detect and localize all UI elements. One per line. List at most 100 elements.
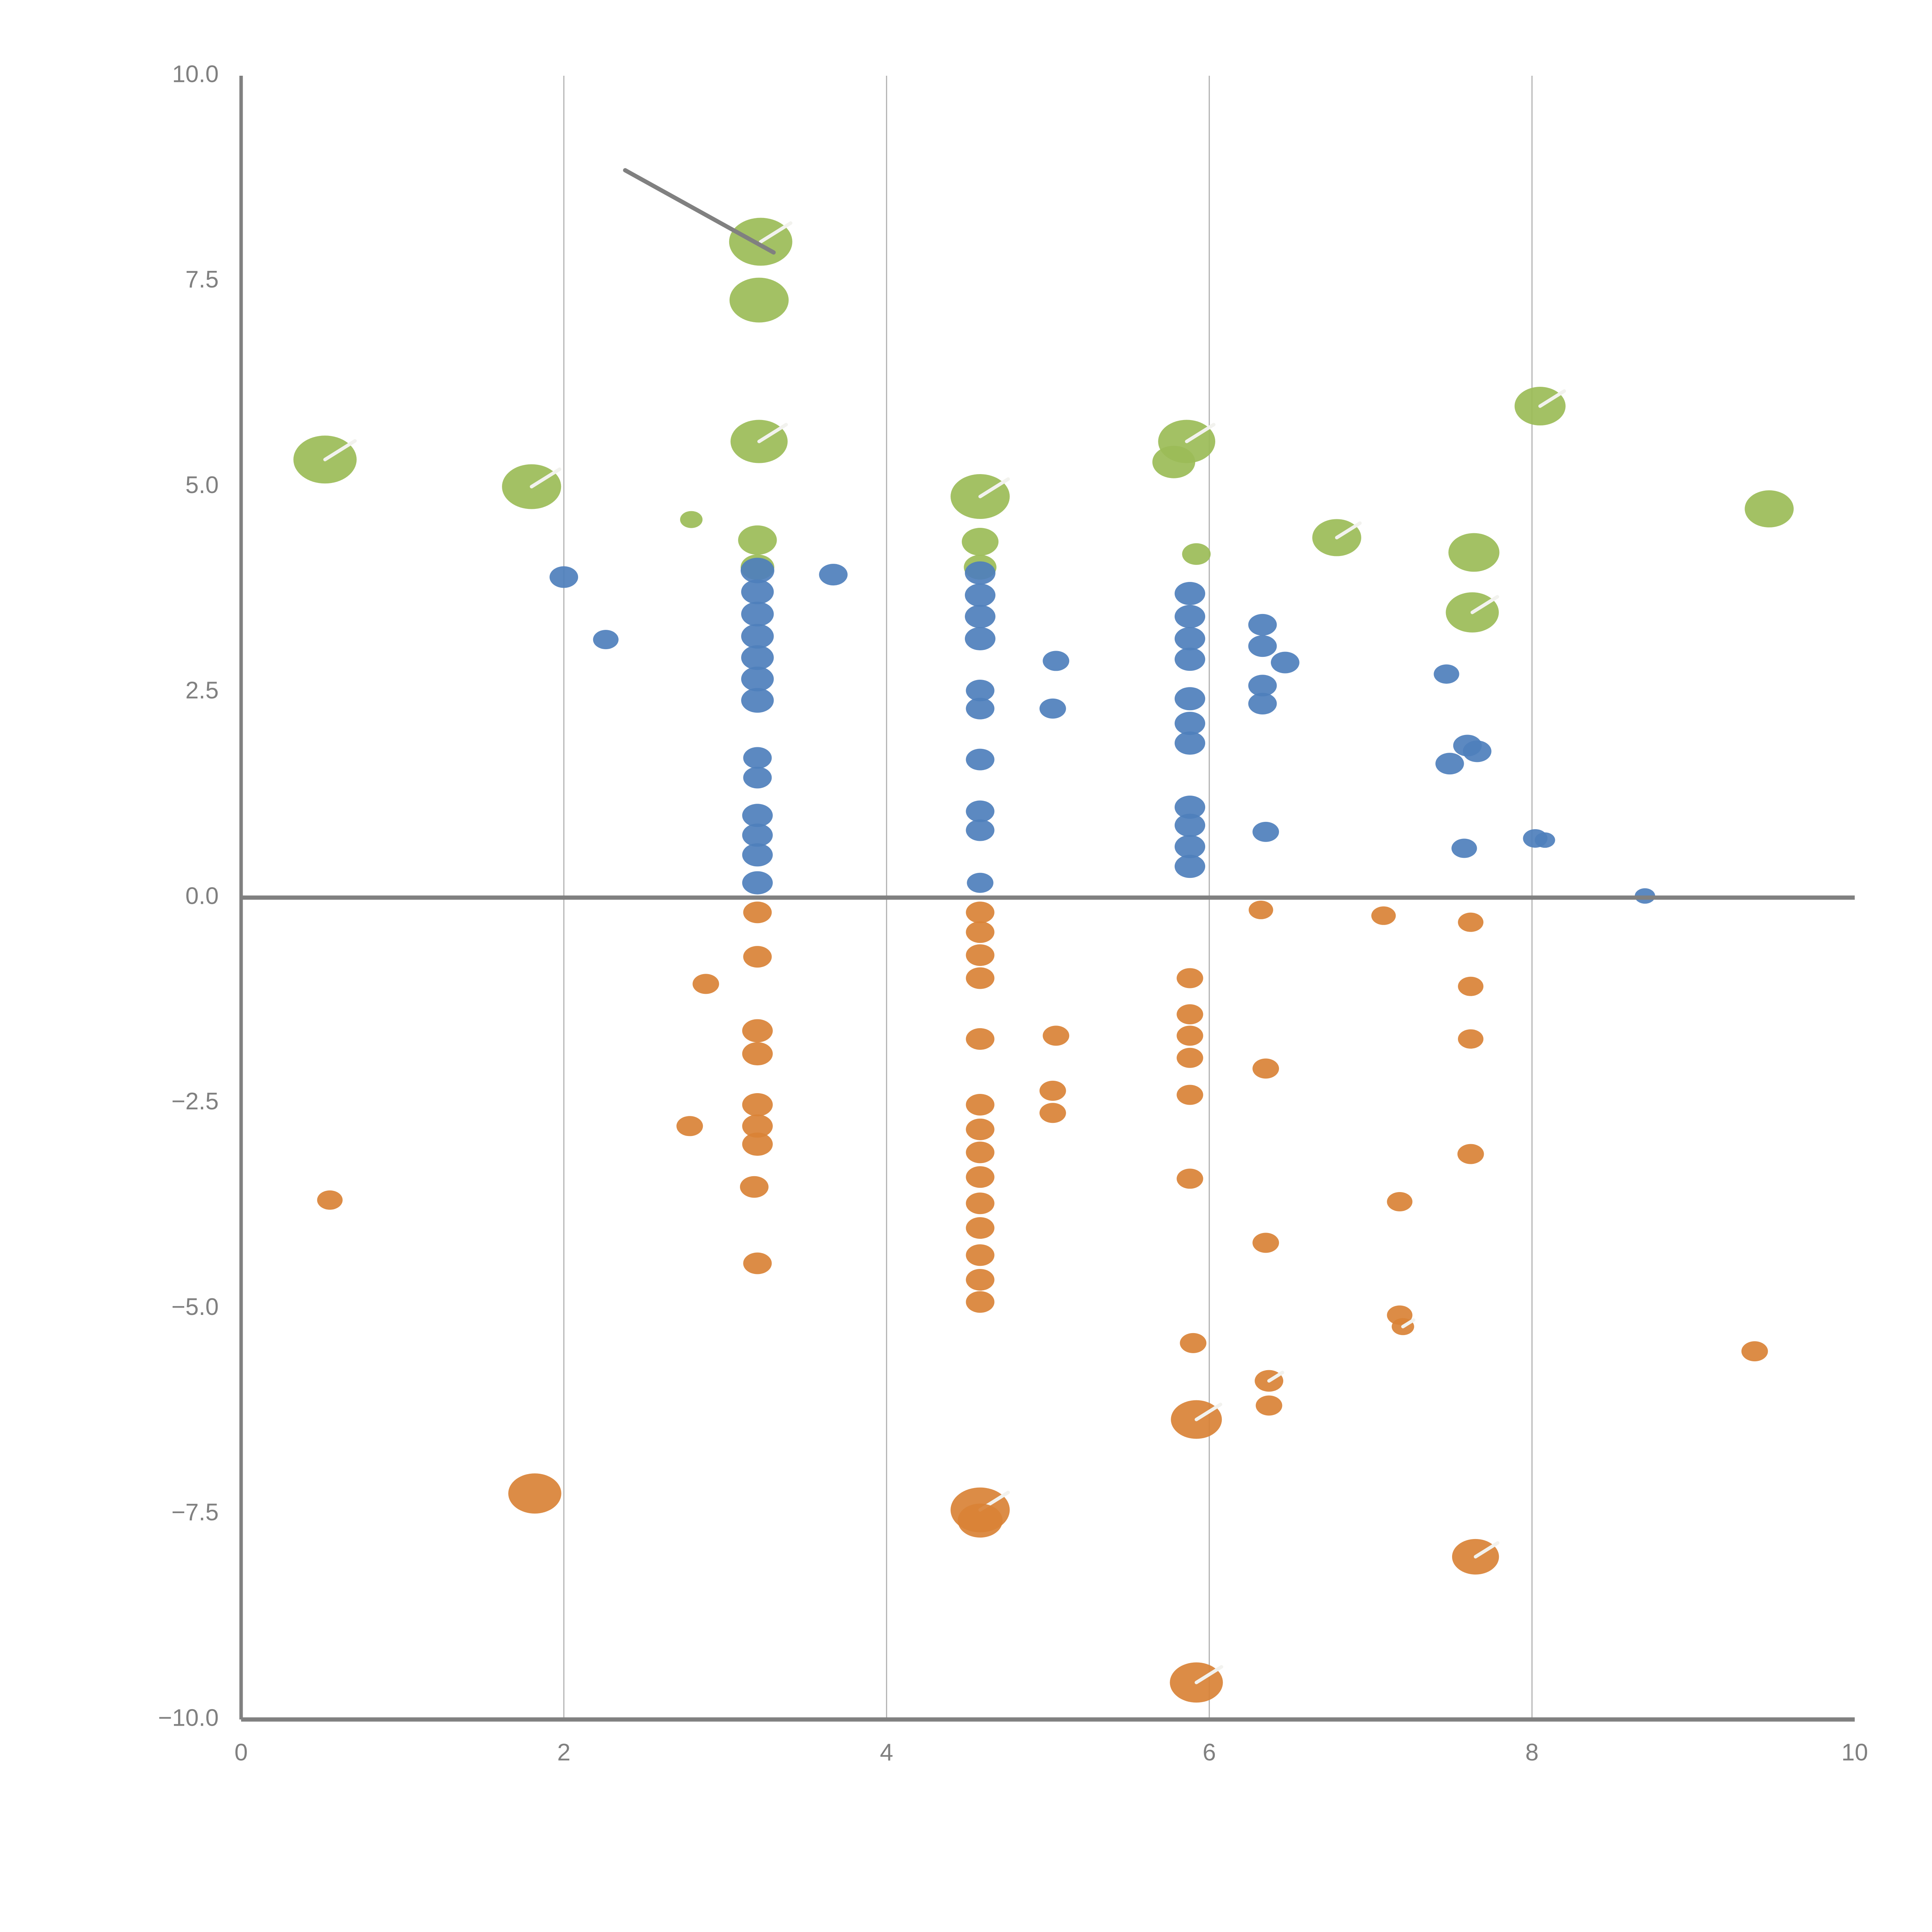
bubble-marker: [680, 511, 703, 528]
bubble-marker: [1177, 968, 1203, 988]
data-point-orange: [966, 1118, 995, 1140]
bubble-leader-line: [1470, 595, 1499, 614]
data-point-green: [738, 525, 777, 555]
data-point-blue: [740, 558, 774, 583]
data-point-blue: [742, 804, 773, 827]
bubble-marker: [738, 525, 777, 555]
data-point-orange: [966, 1192, 995, 1214]
bubble-marker: [1174, 687, 1206, 711]
data-point-orange: [1177, 1004, 1203, 1025]
bubble-marker: [965, 627, 996, 650]
x-axis-tick-label: 4: [880, 1739, 893, 1766]
y-axis-tick-label: −7.5: [172, 1499, 219, 1526]
bubble-marker: [743, 901, 772, 923]
bubble-marker: [1448, 533, 1500, 572]
bubble-marker: [729, 277, 789, 323]
data-point-green: [1446, 592, 1499, 633]
bubble-marker: [966, 679, 995, 701]
data-point-blue: [741, 624, 774, 649]
data-point-orange: [966, 1217, 995, 1239]
data-point-orange: [317, 1190, 343, 1210]
bubble-marker: [1174, 731, 1206, 755]
data-point-orange: [742, 1114, 773, 1138]
x-axis-tick-label: 6: [1202, 1739, 1216, 1766]
bubble-marker: [966, 1217, 995, 1239]
bubble-marker: [966, 921, 995, 943]
x-axis-tick-label: 8: [1526, 1739, 1539, 1766]
data-point-blue: [965, 627, 996, 650]
data-point-orange: [1170, 1662, 1223, 1703]
data-point-blue: [1248, 635, 1277, 657]
data-point-orange: [966, 1269, 995, 1291]
bubble-marker: [742, 871, 773, 895]
bubble-marker: [742, 804, 773, 827]
bubble-marker: [743, 1252, 772, 1274]
data-point-orange: [1177, 1168, 1203, 1189]
bubble-leader-line: [759, 221, 793, 244]
bubble-marker: [819, 564, 848, 586]
data-point-blue: [593, 630, 619, 650]
bubble-marker: [966, 1028, 995, 1050]
data-point-blue: [1252, 821, 1279, 842]
data-point-blue: [743, 767, 772, 789]
data-point-orange: [1741, 1341, 1768, 1362]
data-point-orange: [966, 901, 995, 923]
bubble-marker: [741, 602, 774, 627]
data-point-blue: [965, 583, 996, 607]
data-point-green: [502, 464, 561, 509]
bubble-marker: [1387, 1192, 1413, 1211]
data-point-orange: [1177, 968, 1203, 988]
bubble-marker: [1458, 976, 1484, 996]
bubble-marker: [1458, 912, 1484, 932]
data-point-orange: [966, 1291, 995, 1313]
data-point-green: [1182, 543, 1211, 565]
data-point-orange: [966, 1244, 995, 1266]
bubble-marker: [676, 1116, 703, 1136]
bubble-leader-line: [1194, 1665, 1223, 1684]
bubble-marker: [1371, 906, 1396, 925]
data-point-orange: [1180, 1333, 1207, 1353]
data-point-blue: [743, 747, 772, 769]
data-point-orange: [966, 1094, 995, 1116]
data-point-blue: [1039, 698, 1066, 719]
bubble-marker: [1451, 838, 1477, 858]
bubble-marker: [1741, 1341, 1768, 1362]
data-point-orange: [1255, 1395, 1282, 1416]
data-point-orange: [742, 1019, 773, 1043]
data-point-orange: [740, 1176, 769, 1198]
bubble-marker: [1457, 1144, 1484, 1164]
data-point-orange: [743, 901, 772, 923]
data-point-blue: [1534, 832, 1555, 848]
bubble-marker: [1177, 1026, 1203, 1046]
bubble-marker: [1255, 1395, 1282, 1416]
x-axis-tick-label: 0: [235, 1739, 248, 1766]
data-point-orange: [957, 1503, 1003, 1538]
bubble-marker: [966, 1118, 995, 1140]
data-point-green: [962, 528, 999, 556]
data-point-green: [951, 474, 1010, 519]
bubble-marker: [966, 1192, 995, 1214]
annotation-layer: [623, 168, 776, 255]
y-axis-tick-label: 2.5: [185, 677, 219, 704]
bubble-leader-line: [1474, 1541, 1500, 1559]
data-point-orange: [966, 1166, 995, 1188]
data-point-blue: [965, 561, 996, 585]
data-point-orange: [1371, 906, 1396, 925]
data-point-green: [1152, 446, 1196, 478]
data-point-blue: [965, 605, 996, 628]
bubble-marker: [966, 1291, 995, 1313]
y-axis-tick-label: 0.0: [185, 883, 219, 909]
data-point-blue: [1174, 605, 1206, 628]
data-point-orange: [1039, 1080, 1066, 1101]
bubble-marker: [741, 624, 774, 649]
bubble-marker: [742, 1042, 773, 1066]
data-point-orange: [966, 921, 995, 943]
data-point-orange: [1248, 900, 1273, 919]
bubble-marker: [740, 558, 774, 583]
bubble-marker: [1043, 1026, 1070, 1046]
bubble-marker: [1174, 582, 1206, 605]
data-point-orange: [1039, 1103, 1066, 1123]
bubble-marker: [1248, 614, 1277, 636]
